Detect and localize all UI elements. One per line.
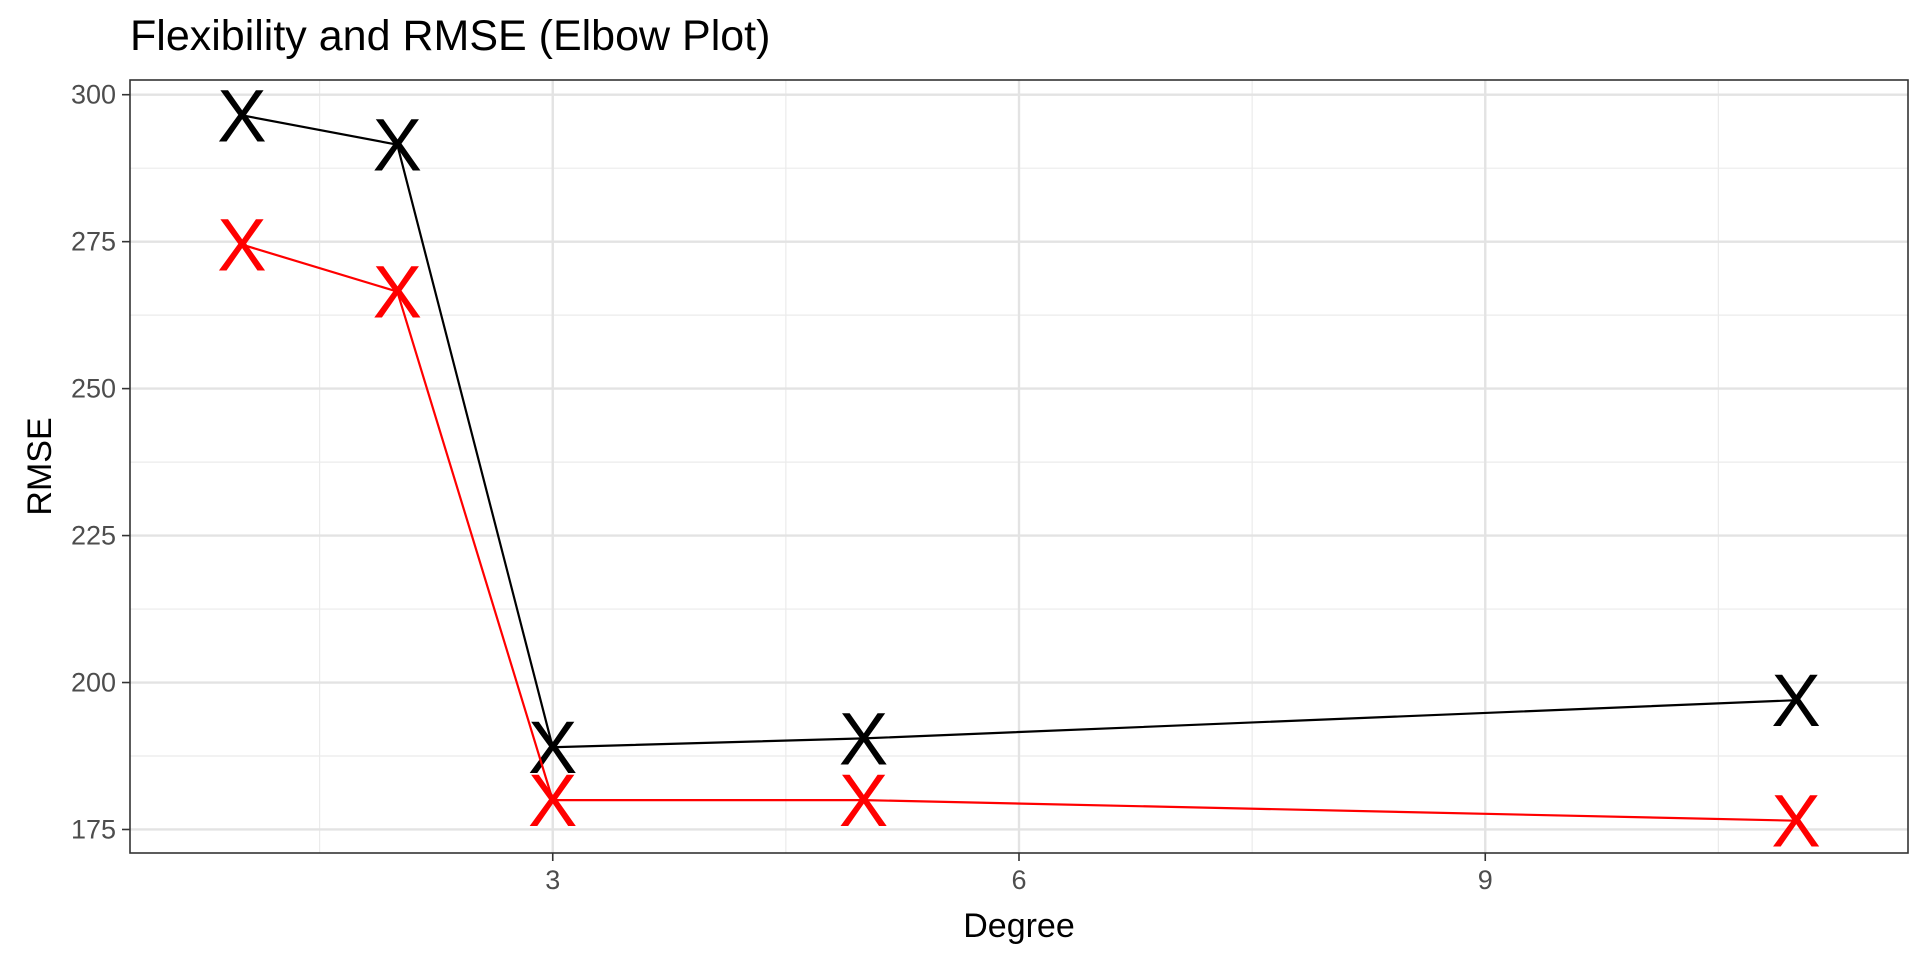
x-tick-label: 9	[1478, 865, 1493, 895]
y-tick-label: 300	[71, 80, 116, 110]
data-point-marker: X	[217, 74, 266, 157]
y-tick-label: 275	[71, 227, 116, 257]
y-tick-label: 250	[71, 374, 116, 404]
data-point-marker: X	[528, 759, 577, 842]
y-axis: 175 200 225 250 275 300	[71, 80, 130, 844]
data-point-marker: X	[373, 104, 422, 187]
series-line	[241, 243, 1797, 822]
x-axis-title: Degree	[963, 907, 1075, 945]
x-axis: 3 6 9	[545, 853, 1493, 895]
data-point-marker: X	[839, 759, 888, 842]
series-1: X XX X X	[217, 74, 1821, 789]
series-2: XXX X X	[217, 204, 1821, 863]
major-gridlines	[130, 80, 1908, 853]
data-point-marker: X	[839, 697, 888, 780]
y-tick-label: 225	[71, 521, 116, 551]
data-point-marker: X	[373, 251, 422, 334]
y-tick-label: 200	[71, 668, 116, 698]
data-point-marker: X	[1771, 659, 1820, 742]
y-tick-label: 175	[71, 814, 116, 844]
series-line	[241, 114, 1797, 749]
y-axis-title: RMSE	[21, 417, 59, 515]
chart-title: Flexibility and RMSE (Elbow Plot)	[130, 12, 770, 60]
x-tick-label: 3	[545, 865, 560, 895]
data-point-marker: X	[217, 204, 266, 287]
data-point-marker: X	[1771, 780, 1820, 863]
x-tick-label: 6	[1011, 865, 1026, 895]
